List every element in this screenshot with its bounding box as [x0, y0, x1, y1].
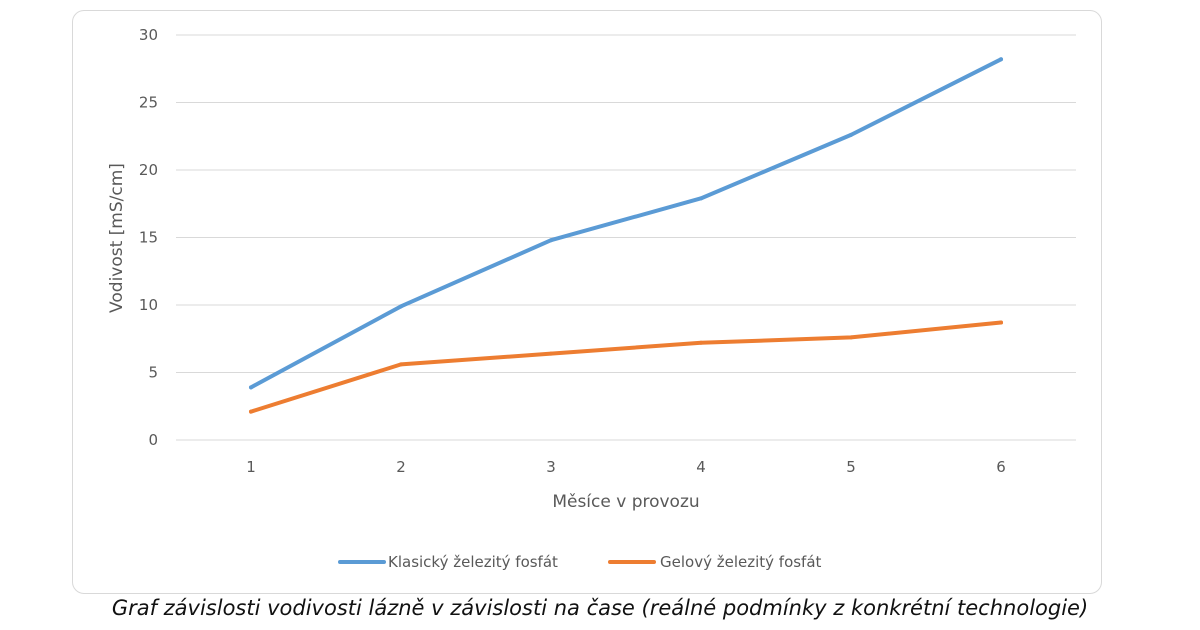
- x-tick-label: 3: [546, 458, 556, 476]
- legend-item: Gelový železitý fosfát: [608, 553, 822, 571]
- y-tick-label: 15: [139, 229, 158, 247]
- y-tick-label: 0: [148, 431, 158, 449]
- x-tick-label: 4: [696, 458, 706, 476]
- data-point: [849, 132, 853, 137]
- legend: Klasický železitý fosfát Gelový železitý …: [338, 553, 822, 571]
- chart-frame: [72, 10, 1102, 594]
- x-axis-ticks: 1 2 3 4 5 6: [246, 458, 1006, 476]
- x-tick-label: 5: [846, 458, 856, 476]
- data-point: [249, 385, 253, 390]
- data-point: [699, 196, 703, 201]
- data-point: [399, 362, 403, 367]
- figure-caption: Graf závislosti vodivosti lázně v závisl…: [111, 596, 1089, 620]
- y-tick-label: 30: [139, 26, 158, 44]
- y-tick-label: 20: [139, 161, 158, 179]
- x-tick-label: 6: [996, 458, 1006, 476]
- line-chart: 0 5 10 15 20 25 30 1 2 3 4 5 6 Vodivost [mS/cm] Měs…: [107, 26, 1076, 571]
- data-point: [849, 335, 853, 340]
- legend-label: Klasický železitý fosfát: [388, 553, 558, 571]
- legend-item: Klasický železitý fosfát: [338, 553, 558, 571]
- y-axis-ticks: 0 5 10 15 20 25 30: [139, 26, 158, 449]
- y-tick-label: 5: [148, 364, 158, 382]
- gridlines: [176, 34, 1076, 441]
- y-axis-title: Vodivost [mS/cm]: [107, 163, 127, 313]
- x-tick-label: 2: [396, 458, 406, 476]
- y-tick-label: 25: [139, 94, 158, 112]
- x-tick-label: 1: [246, 458, 256, 476]
- data-point: [699, 340, 703, 345]
- data-point: [999, 57, 1003, 62]
- series-line-2: [249, 320, 1003, 414]
- data-point: [549, 238, 553, 243]
- x-axis-title: Měsíce v provozu: [552, 492, 699, 512]
- data-point: [399, 304, 403, 309]
- y-tick-label: 10: [139, 296, 158, 314]
- series-line-1: [249, 57, 1003, 390]
- data-point: [249, 409, 253, 414]
- data-point: [549, 351, 553, 356]
- data-point: [999, 320, 1003, 325]
- series-group: [249, 57, 1003, 414]
- legend-label: Gelový železitý fosfát: [660, 553, 822, 571]
